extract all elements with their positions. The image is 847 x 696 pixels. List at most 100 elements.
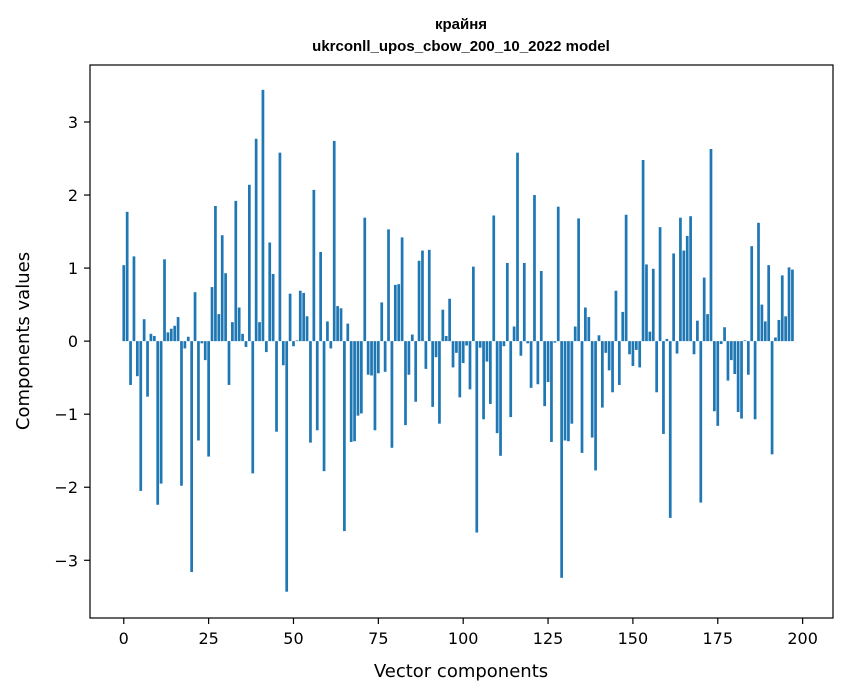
bar-component-28 [217,314,221,342]
bar-component-188 [760,304,764,342]
bar-component-163 [675,341,679,354]
bar-component-135 [580,341,584,453]
bar-component-111 [499,341,502,456]
bar-component-153 [641,159,645,342]
bar-component-69 [356,341,360,416]
bar-component-65 [343,341,346,532]
bar-component-96 [448,298,451,342]
bar-component-35 [241,333,244,342]
bar-component-60 [326,321,329,342]
bar-component-126 [550,341,553,442]
bar-component-62 [332,140,336,342]
bar-component-24 [203,341,207,361]
bar-component-95 [444,336,448,342]
bar-component-190 [767,265,771,342]
bar-component-123 [539,271,543,342]
bar-component-132 [570,341,574,424]
bar-component-44 [271,273,275,342]
bar-component-124 [543,341,547,407]
bar-component-51 [295,340,299,342]
bar-component-129 [560,341,563,578]
bar-component-115 [512,326,516,342]
bar-component-185 [750,246,754,342]
bar-component-180 [733,341,737,374]
bar-component-12 [163,259,166,342]
bar-component-186 [753,341,757,420]
bar-component-19 [186,336,190,342]
y-axis-ticks: −3 −2 −1 0 1 2 3 [54,113,90,570]
bar-component-18 [183,341,187,349]
bar-component-98 [455,341,458,353]
bar-component-169 [696,320,699,342]
bar-component-8 [149,333,153,342]
bar-component-5 [139,341,143,491]
bar-component-102 [468,341,472,390]
bar-component-100 [461,341,465,364]
bar-component-117 [519,341,523,356]
bar-component-119 [526,341,530,344]
bar-component-196 [787,267,791,342]
bar-component-120 [529,341,533,388]
bar-component-67 [349,341,353,442]
bar-component-43 [268,242,272,342]
bar-component-79 [390,341,394,448]
x-tick-label: 100 [448,629,479,648]
bar-component-45 [275,341,278,432]
bar-component-176 [719,341,723,345]
bar-component-189 [763,321,767,342]
bar-component-107 [485,341,489,362]
x-tick-label: 25 [198,629,218,648]
bar-component-101 [465,341,468,346]
bar-component-4 [135,341,139,377]
bar-component-109 [492,215,496,342]
bar-component-34 [237,307,241,342]
bar-component-161 [668,341,672,518]
bar-component-38 [251,341,255,474]
x-tick-label: 75 [368,629,388,648]
bar-component-63 [336,306,339,342]
bar-component-108 [488,341,492,404]
bar-component-152 [638,341,642,368]
bar-component-21 [193,292,197,342]
bars-group [122,89,794,592]
bar-component-11 [159,341,163,484]
bar-component-1 [125,211,129,342]
bar-component-14 [169,328,173,342]
bar-component-178 [726,341,730,381]
y-tick-label: −3 [54,551,78,570]
bar-component-125 [546,341,550,383]
bar-component-121 [533,195,536,342]
bar-component-75 [376,341,380,374]
y-tick-label: 2 [68,186,78,205]
bar-component-78 [387,229,390,342]
bar-component-29 [220,235,224,342]
bar-component-137 [587,317,591,342]
bar-component-52 [298,290,302,342]
bar-component-187 [757,222,760,342]
bar-component-128 [556,206,560,342]
bar-component-54 [305,316,309,342]
bar-component-70 [360,341,363,414]
bar-component-164 [679,217,682,342]
bar-component-86 [414,341,418,402]
bar-component-89 [424,341,428,369]
bar-component-87 [417,260,421,342]
bar-component-146 [617,341,621,385]
bar-component-68 [353,341,356,442]
bar-component-183 [743,340,747,342]
bar-component-140 [597,335,601,342]
bar-component-139 [594,341,597,471]
y-axis-label: Components values [13,252,34,430]
bar-component-80 [393,284,397,342]
bar-component-103 [472,266,475,342]
bar-component-159 [662,341,665,434]
bar-component-90 [427,249,431,342]
bar-component-36 [244,341,248,347]
bar-component-131 [567,341,570,442]
y-tick-label: 0 [68,332,78,351]
bar-component-23 [200,341,204,344]
bar-component-84 [407,341,411,375]
y-tick-label: 3 [68,113,78,132]
plot-frame [89,64,834,619]
bar-component-182 [740,341,743,419]
